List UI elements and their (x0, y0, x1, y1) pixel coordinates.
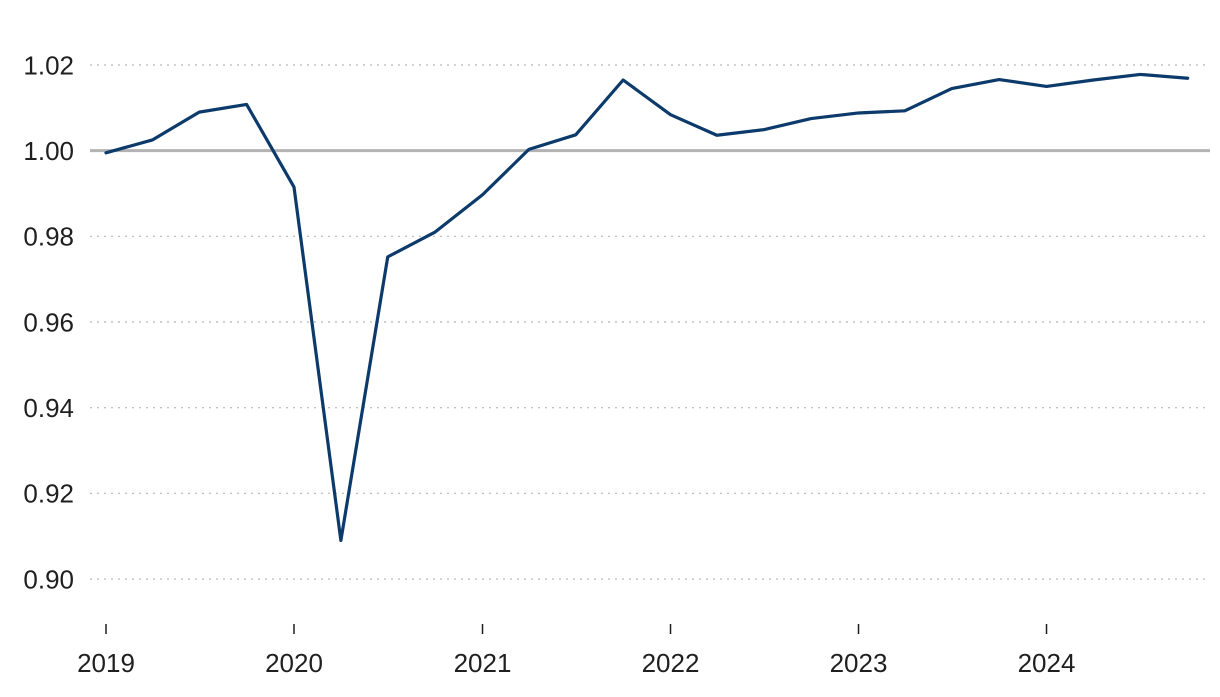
gridlines (90, 64, 1210, 580)
y-tick-label: 0.98 (23, 222, 74, 252)
y-tick-label: 1.00 (23, 136, 74, 166)
x-tick-label: 2022 (642, 648, 700, 678)
x-tick-label: 2023 (830, 648, 888, 678)
x-tick-label: 2024 (1018, 648, 1076, 678)
y-tick-label: 0.96 (23, 307, 74, 337)
y-tick-label: 1.02 (23, 50, 74, 80)
x-axis: 2019 2020 2021 2022 2023 2024 (77, 624, 1075, 678)
x-tick-label: 2020 (265, 648, 323, 678)
x-tick-label: 2019 (77, 648, 135, 678)
y-tick-label: 0.94 (23, 393, 74, 423)
y-axis: 0.90 0.92 0.94 0.96 0.98 1.00 1.02 (23, 50, 74, 594)
series-group (104, 72, 1190, 543)
y-tick-label: 0.92 (23, 479, 74, 509)
y-tick-label: 0.90 (23, 564, 74, 594)
series-line-0 (104, 72, 1190, 543)
x-tick-label: 2021 (454, 648, 512, 678)
